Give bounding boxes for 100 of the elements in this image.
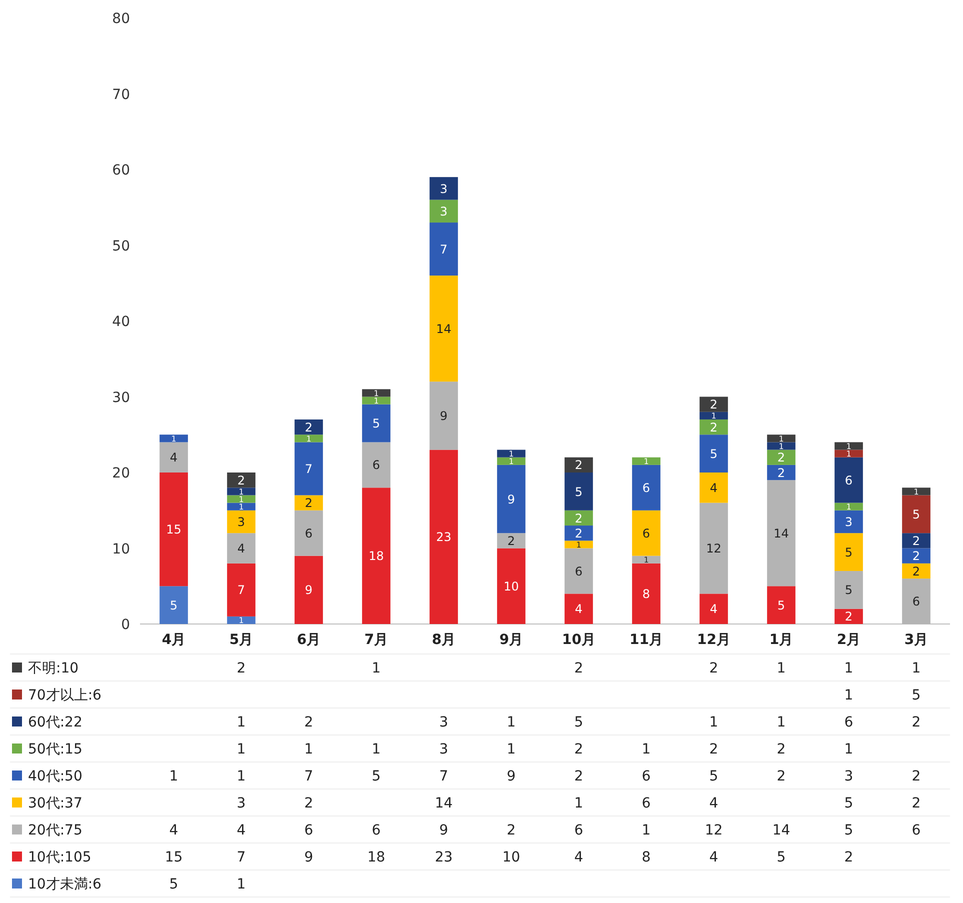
data-label: 3 — [440, 182, 448, 196]
data-label: 5 — [777, 598, 786, 612]
bar — [294, 434, 323, 442]
data-label: 2 — [304, 796, 314, 812]
bar — [362, 396, 390, 404]
data-label: 9 — [506, 768, 516, 784]
data-label: 2 — [506, 822, 516, 838]
data-label: 5 — [912, 507, 920, 522]
x-tick-label: 8月 — [432, 632, 456, 648]
data-label: 2 — [912, 714, 921, 730]
data-label: 18 — [367, 850, 386, 866]
y-tick-label: 70 — [112, 86, 130, 103]
data-label: 6 — [844, 473, 853, 488]
data-label: 23 — [436, 530, 452, 544]
data-label: 2 — [912, 534, 920, 548]
data-label: 4 — [710, 602, 718, 616]
bar — [767, 586, 796, 624]
data-label: 2 — [912, 768, 921, 784]
bar — [160, 472, 188, 586]
data-label: 10 — [504, 579, 519, 594]
bar — [767, 450, 796, 465]
bar — [294, 419, 323, 435]
data-label: 8 — [642, 850, 651, 866]
data-label: 9 — [440, 409, 448, 424]
bar — [497, 548, 526, 624]
data-label: 2 — [574, 742, 584, 758]
data-label: 1 — [912, 660, 921, 676]
y-tick-label: 0 — [121, 617, 130, 633]
data-label: 5 — [372, 416, 380, 431]
data-label: 2 — [912, 549, 920, 564]
data-label: 4 — [709, 850, 718, 866]
x-tick-label: 4月 — [162, 632, 186, 648]
bar — [227, 502, 256, 510]
bar — [497, 464, 526, 534]
bar — [902, 548, 930, 564]
bar — [430, 222, 458, 276]
y-tick-label: 80 — [112, 11, 130, 27]
data-label: 9 — [439, 822, 448, 838]
data-label: 1 — [642, 822, 651, 838]
data-label: 2 — [507, 534, 516, 548]
bar — [700, 396, 728, 412]
bar — [632, 464, 660, 510]
data-label: 2 — [237, 473, 246, 488]
data-label: 1 — [776, 660, 786, 676]
data-label: 2 — [710, 420, 718, 434]
x-tick-label: 6月 — [296, 632, 321, 648]
bar — [700, 434, 728, 472]
bar — [362, 404, 390, 442]
data-label: 6 — [574, 822, 584, 838]
data-label: 3 — [439, 714, 448, 730]
bar — [700, 472, 728, 503]
data-label: 4 — [170, 450, 178, 465]
data-label: 4 — [710, 480, 718, 495]
data-label: 2 — [304, 420, 313, 434]
bar — [160, 434, 188, 442]
x-tick-label: 12月 — [697, 632, 730, 648]
x-tick-label: 10月 — [562, 632, 596, 648]
data-label: 2 — [574, 458, 583, 472]
data-label: 9 — [507, 492, 516, 506]
data-label: 1 — [506, 714, 516, 730]
x-tick-label: 7月 — [364, 632, 388, 648]
x-tick-label: 9月 — [499, 632, 524, 648]
data-label: 5 — [709, 768, 718, 784]
bar — [362, 442, 390, 488]
data-label: 1 — [506, 742, 516, 758]
bar — [632, 510, 660, 556]
data-label: 2 — [574, 768, 584, 784]
data-label: 6 — [372, 822, 381, 838]
data-label: 12 — [706, 542, 722, 556]
data-label: 1 — [372, 660, 381, 676]
bar — [700, 502, 728, 594]
data-label: 6 — [304, 526, 313, 540]
x-tick-label: 11月 — [630, 632, 663, 648]
x-tick-label: 1月 — [769, 632, 794, 648]
y-tick-label: 60 — [112, 162, 130, 178]
bar — [430, 177, 458, 200]
bar — [834, 442, 863, 450]
bar — [160, 586, 188, 624]
bar — [564, 540, 593, 548]
data-label: 2 — [777, 466, 786, 480]
data-label: 6 — [912, 594, 920, 609]
data-label: 2 — [709, 660, 718, 676]
data-label: 7 — [439, 768, 448, 784]
data-label: 5 — [844, 822, 854, 838]
bar — [430, 200, 458, 223]
bar — [632, 556, 660, 564]
data-label: 3 — [844, 768, 854, 784]
data-label: 2 — [777, 450, 786, 465]
data-label: 1 — [236, 768, 246, 784]
y-tick-label: 70才以上:6 — [28, 688, 102, 704]
data-label: 5 — [844, 796, 854, 812]
data-label: 2 — [844, 610, 853, 624]
bar — [160, 442, 188, 472]
data-label: 4 — [236, 822, 246, 838]
bar — [564, 472, 593, 510]
data-label: 1 — [236, 876, 246, 892]
bar — [834, 570, 863, 609]
bar — [700, 594, 728, 624]
bar — [902, 488, 930, 496]
data-label: 5 — [574, 714, 584, 730]
